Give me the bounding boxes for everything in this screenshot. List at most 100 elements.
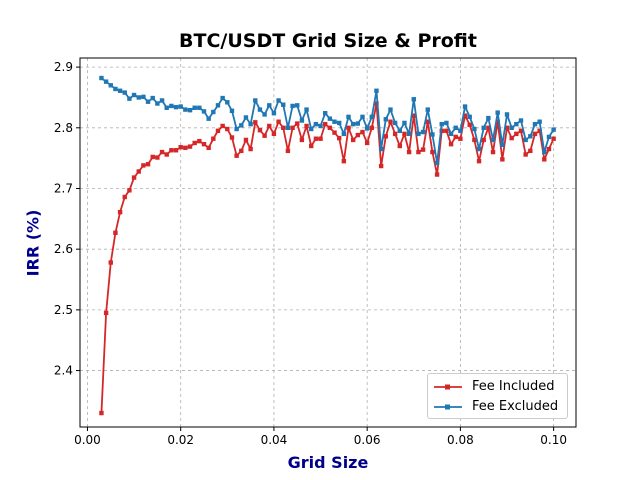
data-point-fee-excluded <box>388 107 393 112</box>
data-point-fee-included <box>336 135 342 141</box>
data-point-fee-included <box>462 113 468 118</box>
data-point-fee-excluded <box>262 112 267 117</box>
data-point-fee-included <box>425 119 430 124</box>
data-point-fee-excluded <box>327 116 333 121</box>
x-tick-label: 0.08 <box>447 433 474 447</box>
legend-swatch-fee-included <box>434 384 462 390</box>
data-point-fee-included <box>514 131 519 137</box>
data-point-fee-included <box>355 132 361 138</box>
data-point-fee-included <box>416 149 421 155</box>
data-point-fee-included <box>392 131 398 137</box>
grid-lines <box>80 58 576 427</box>
data-point-fee-excluded <box>215 103 221 108</box>
data-point-fee-excluded <box>169 103 174 109</box>
data-point-fee-excluded <box>416 131 421 137</box>
data-point-fee-included <box>304 123 309 129</box>
data-point-fee-excluded <box>234 126 239 132</box>
data-point-fee-included <box>532 131 538 137</box>
y-axis-label: IRR (%) <box>23 209 43 277</box>
data-point-fee-excluded <box>425 107 430 112</box>
data-point-fee-excluded <box>537 119 542 124</box>
data-point-fee-included <box>136 169 141 174</box>
data-point-fee-excluded <box>346 114 351 120</box>
data-point-fee-excluded <box>164 105 169 110</box>
y-tick-label: 2.6 <box>54 242 73 256</box>
series-fee-included <box>99 101 556 416</box>
data-point-fee-included <box>206 145 211 151</box>
data-point-fee-excluded <box>248 121 253 127</box>
data-point-fee-included <box>537 128 542 134</box>
data-point-fee-included <box>187 144 193 149</box>
data-point-fee-excluded <box>453 125 458 130</box>
data-point-fee-included <box>332 130 337 135</box>
data-point-fee-included <box>458 136 463 141</box>
data-point-fee-excluded <box>411 97 416 102</box>
data-point-fee-excluded <box>528 134 533 139</box>
data-point-fee-included <box>127 188 132 193</box>
data-point-fee-included <box>197 138 202 144</box>
data-point-fee-included <box>155 155 160 160</box>
data-point-fee-included <box>406 149 412 155</box>
data-point-fee-excluded <box>290 103 295 109</box>
data-point-fee-excluded <box>99 75 104 81</box>
data-point-fee-excluded <box>183 107 188 112</box>
data-point-fee-excluded <box>504 112 510 117</box>
data-point-fee-included <box>103 310 109 316</box>
data-point-fee-excluded <box>532 121 538 127</box>
data-point-fee-included <box>285 148 291 154</box>
data-point-fee-excluded <box>243 115 249 120</box>
data-point-fee-included <box>388 119 393 124</box>
data-point-fee-included <box>122 194 127 200</box>
data-point-fee-included <box>383 134 388 139</box>
data-point-fee-excluded <box>439 121 444 127</box>
data-point-fee-included <box>309 143 314 149</box>
y-tick-label: 2.5 <box>54 303 73 317</box>
data-point-fee-included <box>444 128 449 134</box>
data-point-fee-included <box>253 120 258 125</box>
data-point-fee-excluded <box>355 121 361 126</box>
data-point-fee-excluded <box>542 149 547 155</box>
data-point-fee-excluded <box>113 86 118 92</box>
data-point-fee-included <box>201 141 207 147</box>
data-point-fee-excluded <box>229 108 235 113</box>
x-tick-label: 0.10 <box>540 433 567 447</box>
data-point-fee-included <box>281 125 286 130</box>
data-point-fee-included <box>378 163 384 169</box>
data-point-fee-excluded <box>360 114 365 120</box>
data-point-fee-included <box>402 131 407 137</box>
data-point-fee-excluded <box>364 126 370 131</box>
data-point-fee-included <box>192 140 197 146</box>
data-point-fee-excluded <box>285 125 291 130</box>
data-point-fee-included <box>490 149 496 155</box>
data-point-fee-excluded <box>225 100 230 105</box>
series-layer <box>99 75 556 416</box>
data-point-fee-included <box>523 152 528 157</box>
legend-item-fee-excluded: Fee Excluded <box>434 398 566 416</box>
data-point-fee-excluded <box>253 98 258 103</box>
data-point-fee-included <box>509 135 514 141</box>
data-point-fee-included <box>472 137 477 143</box>
data-point-fee-included <box>318 136 323 141</box>
data-point-fee-included <box>528 148 533 154</box>
data-point-fee-included <box>420 147 426 152</box>
x-axis-label: Grid Size <box>287 453 369 472</box>
data-point-fee-excluded <box>392 120 398 126</box>
data-point-fee-excluded <box>281 102 286 107</box>
data-point-fee-included <box>173 148 179 153</box>
data-point-fee-included <box>397 143 402 149</box>
legend: Fee Included Fee Excluded <box>427 373 568 419</box>
data-point-fee-included <box>220 123 225 129</box>
data-point-fee-included <box>113 230 118 235</box>
data-point-fee-included <box>295 121 300 126</box>
data-point-fee-excluded <box>551 127 556 132</box>
y-tick-label: 2.8 <box>54 121 73 135</box>
data-point-fee-included <box>99 410 104 416</box>
data-point-fee-excluded <box>467 114 472 120</box>
x-tick-label: 0.00 <box>74 433 101 447</box>
data-point-fee-excluded <box>131 92 137 98</box>
data-point-fee-excluded <box>523 137 528 143</box>
data-point-fee-excluded <box>472 126 477 132</box>
data-point-fee-included <box>131 175 137 180</box>
data-point-fee-included <box>476 158 482 164</box>
